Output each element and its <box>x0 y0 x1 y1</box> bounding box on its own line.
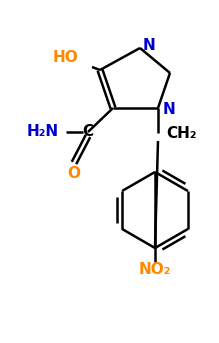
Text: N: N <box>163 103 176 118</box>
Text: O: O <box>67 166 81 180</box>
Text: C: C <box>82 125 94 140</box>
Text: NO₂: NO₂ <box>139 262 171 277</box>
Text: H₂N: H₂N <box>27 125 59 140</box>
Text: CH₂: CH₂ <box>166 126 196 141</box>
Text: N: N <box>143 38 156 54</box>
Text: HO: HO <box>52 50 78 66</box>
